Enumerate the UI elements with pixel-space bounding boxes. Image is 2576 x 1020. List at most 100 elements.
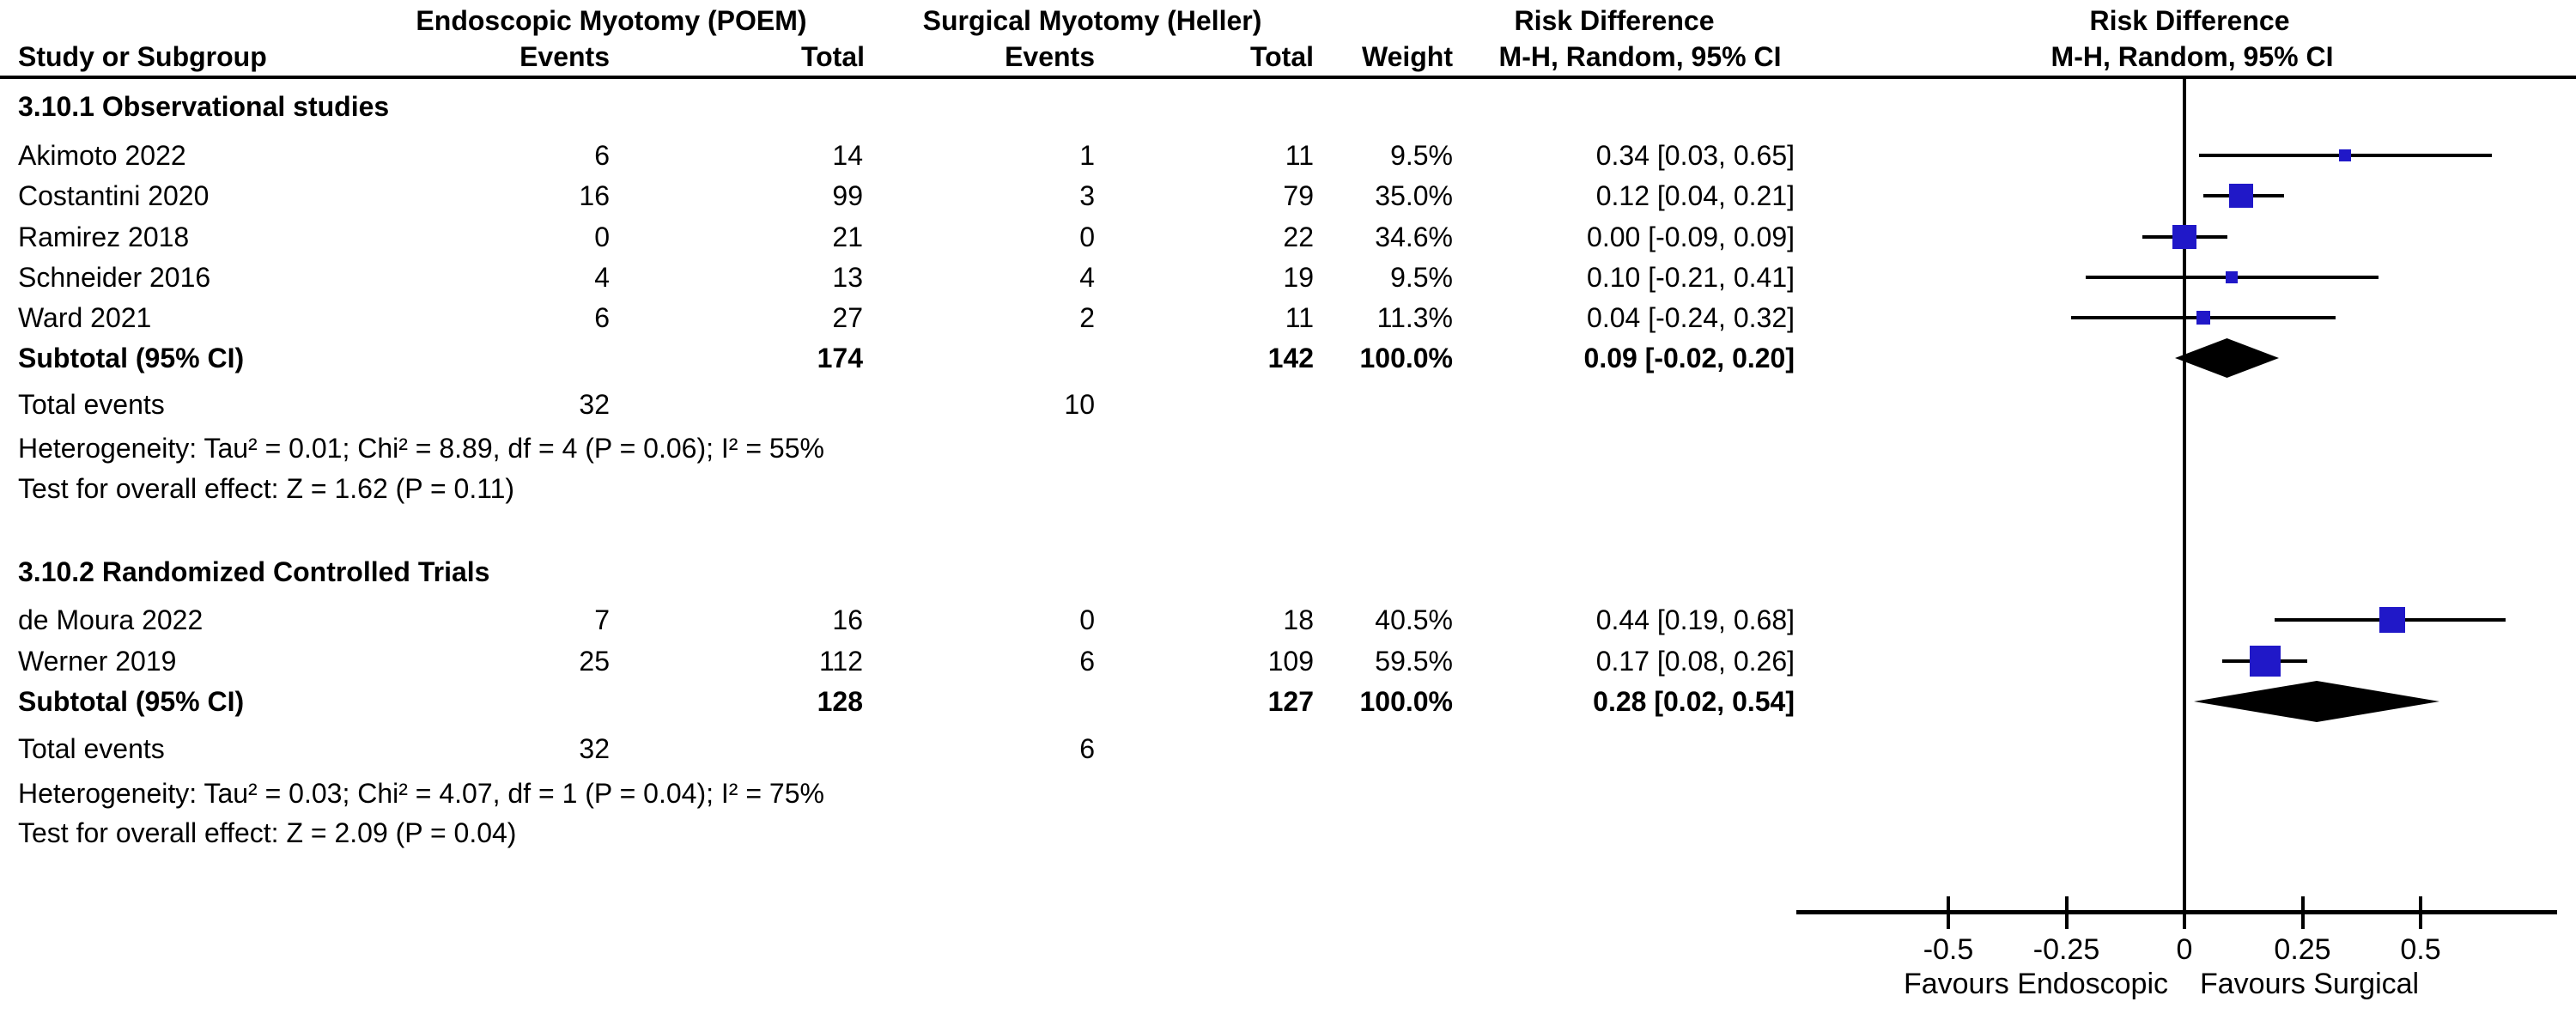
mh-random-ci-column-header: M-H, Random, 95% CI: [1498, 41, 1782, 72]
subtotal-label: Subtotal (95% CI): [18, 686, 245, 717]
study-name: Ramirez 2018: [18, 222, 190, 252]
study-risk-difference-ci: 0.44 [0.19, 0.68]: [1595, 604, 1795, 635]
study-total-poem: 112: [818, 646, 863, 677]
study-total-heller: 109: [1267, 646, 1314, 677]
study-total-heller: 79: [1283, 180, 1314, 211]
mh-random-ci-plot-header: M-H, Random, 95% CI: [2050, 41, 2334, 72]
study-name: Werner 2019: [18, 646, 177, 677]
axis-tick-label: -0.25: [2032, 933, 2100, 966]
study-events-poem: 6: [594, 302, 610, 333]
total-events-label: Total events: [18, 389, 165, 420]
study-total-heller: 19: [1283, 262, 1314, 293]
study-total-heller: 11: [1285, 140, 1314, 171]
zero-line: [2183, 79, 2186, 929]
study-name: Costantini 2020: [18, 180, 210, 211]
subtotal-weight: 100.0%: [1359, 686, 1453, 717]
x-axis: [1796, 910, 2557, 914]
study-events-poem: 4: [594, 262, 610, 293]
study-weight: 40.5%: [1375, 604, 1453, 635]
study-risk-difference-ci: 0.12 [0.04, 0.21]: [1595, 180, 1795, 211]
study-total-poem: 21: [832, 222, 863, 252]
study-name: de Moura 2022: [18, 604, 204, 635]
risk-difference-column-header: Risk Difference: [1514, 5, 1715, 36]
study-total-poem: 27: [832, 302, 863, 333]
study-risk-difference-ci: 0.10 [-0.21, 0.41]: [1587, 262, 1795, 293]
axis-tick: [1947, 896, 1950, 929]
axis-tick: [2064, 896, 2069, 929]
axis-tick: [2419, 896, 2422, 929]
axis-tick-label: 0.25: [2274, 933, 2331, 966]
poem-group-header: Endoscopic Myotomy (POEM): [416, 5, 807, 36]
study-weight: 11.3%: [1376, 302, 1453, 333]
study-risk-difference-ci: 0.04 [-0.24, 0.32]: [1587, 302, 1795, 333]
study-weight: 9.5%: [1390, 140, 1453, 171]
point-estimate-square: [2172, 225, 2196, 249]
total-events-poem: 32: [579, 389, 610, 420]
subtotal-weight: 100.0%: [1359, 343, 1453, 373]
point-estimate-square: [2249, 646, 2281, 677]
study-total-poem: 14: [832, 140, 863, 171]
study-weight: 9.5%: [1390, 262, 1453, 293]
study-name: Akimoto 2022: [18, 140, 186, 171]
total-events-poem: 32: [579, 733, 610, 764]
study-risk-difference-ci: 0.00 [-0.09, 0.09]: [1587, 222, 1795, 252]
header-rule: [0, 76, 2576, 79]
overall-effect-test: Test for overall effect: Z = 2.09 (P = 0…: [18, 817, 517, 848]
subgroup-title: 3.10.1 Observational studies: [18, 91, 390, 122]
heller-events-header: Events: [1005, 41, 1095, 72]
total-events-label: Total events: [18, 733, 165, 764]
heller-group-header: Surgical Myotomy (Heller): [922, 5, 1262, 36]
study-name: Schneider 2016: [18, 262, 211, 293]
study-total-poem: 99: [832, 180, 863, 211]
axis-tick: [2183, 896, 2186, 929]
axis-tick-label: -0.5: [1923, 933, 1974, 966]
weight-header: Weight: [1361, 41, 1453, 72]
subgroup-title: 3.10.2 Randomized Controlled Trials: [18, 556, 490, 587]
study-events-heller: 2: [1079, 302, 1095, 333]
favours-left-label: Favours Endoscopic: [1903, 968, 2168, 1000]
study-events-heller: 3: [1079, 180, 1095, 211]
subtotal-risk-difference-ci: 0.09 [-0.02, 0.20]: [1583, 343, 1795, 373]
total-events-heller: 6: [1079, 733, 1095, 764]
axis-tick: [2300, 896, 2305, 929]
study-total-poem: 13: [832, 262, 863, 293]
heterogeneity-stats: Heterogeneity: Tau² = 0.01; Chi² = 8.89,…: [18, 433, 824, 464]
subtotal-total-heller: 127: [1267, 686, 1314, 717]
heller-total-header: Total: [1249, 41, 1314, 72]
study-events-heller: 1: [1079, 140, 1095, 171]
study-name: Ward 2021: [18, 302, 152, 333]
study-total-heller: 18: [1283, 604, 1314, 635]
study-events-heller: 0: [1079, 222, 1095, 252]
total-events-heller: 10: [1064, 389, 1095, 420]
study-events-poem: 7: [594, 604, 610, 635]
study-weight: 35.0%: [1375, 180, 1453, 211]
point-estimate-square: [2379, 607, 2405, 633]
subtotal-total-heller: 142: [1267, 343, 1314, 373]
point-estimate-square: [2229, 184, 2253, 208]
study-events-poem: 16: [579, 180, 610, 211]
subtotal-diamond: [2175, 338, 2279, 378]
study-or-subgroup-header: Study or Subgroup: [18, 41, 267, 72]
study-weight: 59.5%: [1375, 646, 1453, 677]
poem-total-header: Total: [800, 41, 865, 72]
point-estimate-square: [2226, 271, 2238, 283]
study-risk-difference-ci: 0.34 [0.03, 0.65]: [1595, 140, 1795, 171]
study-total-heller: 11: [1285, 302, 1314, 333]
subtotal-diamond: [2194, 681, 2439, 722]
study-total-heller: 22: [1283, 222, 1314, 252]
favours-right-label: Favours Surgical: [2200, 968, 2420, 1000]
study-events-poem: 6: [594, 140, 610, 171]
subtotal-total-poem: 128: [817, 686, 863, 717]
risk-difference-plot-header: Risk Difference: [2089, 5, 2290, 36]
study-events-heller: 6: [1079, 646, 1095, 677]
poem-events-header: Events: [519, 41, 610, 72]
subtotal-risk-difference-ci: 0.28 [0.02, 0.54]: [1593, 686, 1795, 717]
heterogeneity-stats: Heterogeneity: Tau² = 0.03; Chi² = 4.07,…: [18, 778, 824, 809]
axis-tick-label: 0: [2176, 933, 2193, 966]
study-events-heller: 0: [1079, 604, 1095, 635]
point-estimate-square: [2339, 149, 2351, 161]
point-estimate-square: [2196, 311, 2210, 325]
study-events-poem: 25: [579, 646, 610, 677]
subtotal-total-poem: 174: [817, 343, 863, 373]
